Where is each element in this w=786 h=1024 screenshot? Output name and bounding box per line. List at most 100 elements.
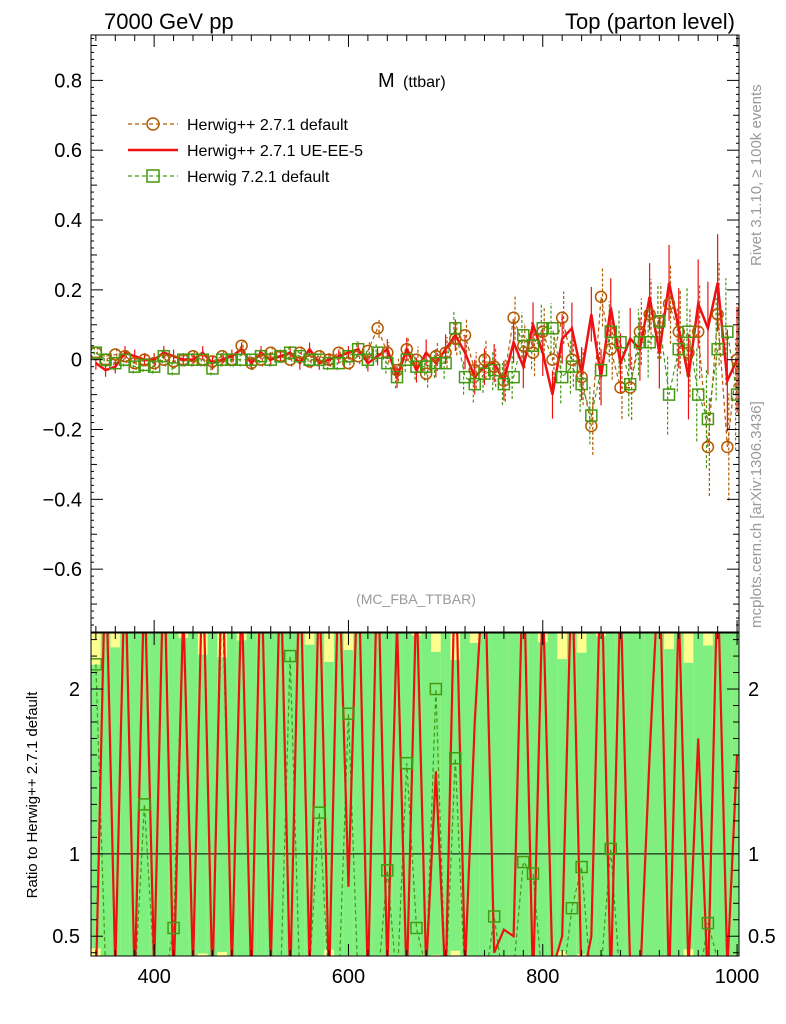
legend-label-herwig7: Herwig 7.2.1 default — [187, 169, 330, 186]
side-label-rivet: Rivet 3.1.10, ≥ 100k events — [748, 84, 765, 266]
y-tick-label-lower-right-1: 1 — [748, 844, 759, 866]
point-herwig7-56 — [633, 335, 647, 349]
point-herwig7-64 — [711, 342, 724, 356]
point-herwig-default-52 — [594, 290, 608, 304]
band-inner-28 — [363, 633, 374, 956]
point-herwig-default-27 — [351, 349, 365, 363]
band-inner-12 — [207, 633, 218, 956]
y-tick-label-lower-left-1: 1 — [69, 844, 80, 866]
point-herwig7-12 — [206, 362, 219, 375]
ratio-point-herwig7-32 — [400, 756, 413, 770]
point-herwig7-47 — [546, 322, 559, 335]
point-herwig7-26 — [342, 349, 355, 363]
ratio-uncertainty-band — [91, 633, 739, 956]
point-herwig7-65 — [721, 325, 734, 339]
band-inner-22 — [304, 644, 315, 956]
y-tick-label-upper-3: 0 — [71, 350, 82, 372]
point-herwig7-36 — [439, 356, 452, 370]
point-herwig-default-31 — [390, 363, 404, 377]
band-inner-17 — [256, 633, 267, 956]
band-inner-51 — [586, 633, 597, 956]
band-inner-26 — [343, 650, 354, 956]
point-herwig-default-38 — [458, 328, 472, 342]
ratio-point-herwig7-33 — [410, 921, 423, 935]
band-inner-6 — [149, 633, 160, 956]
point-herwig-default-62 — [691, 325, 705, 339]
point-herwig7-62 — [691, 388, 705, 401]
point-herwig-default-8 — [167, 355, 180, 368]
ratio-point-herwig7-20 — [283, 649, 297, 663]
band-inner-52 — [596, 636, 607, 956]
axes-ticks: 400 600 800 1000 −0.6 −0.4 −0.2 0 0.2 0.4 0.6 0.8 0.… — [43, 35, 776, 988]
band-inner-46 — [537, 642, 549, 956]
point-herwig7-66 — [730, 388, 739, 401]
band-inner-45 — [528, 633, 539, 956]
band-inner-34 — [421, 633, 432, 956]
band-inner-42 — [499, 633, 510, 956]
band-inner-24 — [324, 661, 335, 950]
y-tick-label-upper-7: 0.8 — [54, 70, 82, 92]
point-herwig7-0 — [91, 346, 103, 359]
band-inner-47 — [547, 633, 558, 956]
band-inner-61 — [683, 662, 694, 950]
ratio-point-herwig7-35 — [429, 682, 443, 696]
point-herwig-default-53 — [604, 342, 618, 356]
x-tick-label-400: 400 — [137, 966, 170, 988]
ratio-point-herwig7-30 — [381, 864, 394, 877]
ratio-point-herwig7-49 — [565, 901, 579, 915]
point-herwig-default-65 — [721, 440, 734, 454]
band-inner-53 — [605, 633, 617, 956]
point-herwig-default-47 — [546, 353, 559, 366]
y-tick-label-lower-right-0: 0.5 — [748, 926, 776, 948]
band-inner-62 — [693, 633, 704, 956]
point-herwig7-54 — [614, 335, 627, 349]
point-herwig-default-15 — [235, 339, 248, 352]
point-herwig7-41 — [487, 363, 501, 377]
point-herwig-default-59 — [662, 297, 676, 311]
band-inner-23 — [314, 633, 325, 956]
point-herwig7-28 — [361, 353, 375, 366]
band-inner-65 — [722, 633, 733, 956]
point-herwig-default-48 — [555, 311, 569, 325]
point-herwig7-49 — [565, 360, 579, 373]
point-herwig7-61 — [682, 325, 695, 339]
band-inner-0 — [91, 664, 102, 949]
legend-label-herwig-default: Herwig++ 2.7.1 default — [187, 117, 349, 134]
legend: Herwig++ 2.7.1 default Herwig++ 2.7.1 UE… — [128, 117, 363, 186]
ratio-point-herwig7-53 — [604, 842, 618, 856]
point-herwig7-35 — [429, 356, 443, 370]
point-herwig7-25 — [332, 356, 345, 370]
point-herwig7-31 — [390, 370, 404, 384]
y-tick-label-upper-6: 0.6 — [54, 140, 82, 162]
analysis-label: (MC_FBA_TTBAR) — [356, 591, 476, 607]
point-herwig7-5 — [138, 358, 151, 372]
band-inner-14 — [227, 633, 238, 956]
ratio-point-herwig7-63 — [701, 916, 715, 930]
x-tick-label-1000: 1000 — [715, 966, 760, 988]
band-inner-50 — [576, 652, 587, 955]
point-herwig-default-20 — [283, 353, 297, 366]
band-inner-2 — [110, 647, 121, 956]
legend-label-herwig-ue-ee-5: Herwig++ 2.7.1 UE-EE-5 — [187, 143, 363, 160]
header-left: 7000 GeV pp — [104, 9, 234, 34]
band-inner-60 — [673, 633, 685, 956]
band-inner-36 — [440, 633, 451, 956]
point-herwig7-37 — [449, 322, 462, 335]
y-tick-label-lower-right-2: 2 — [748, 679, 759, 701]
point-herwig7-52 — [594, 363, 608, 377]
band-inner-27 — [353, 633, 364, 956]
ratio-point-herwig7-8 — [167, 921, 180, 935]
band-inner-30 — [382, 633, 393, 956]
band-inner-33 — [411, 635, 422, 956]
ratio-point-herwig7-37 — [449, 751, 462, 765]
ratio-point-herwig7-26 — [342, 707, 355, 720]
band-inner-35 — [431, 651, 442, 955]
point-herwig7-58 — [653, 315, 666, 328]
ratio-point-herwig7-0 — [91, 658, 103, 671]
point-herwig7-48 — [555, 370, 569, 384]
ratio-point-herwig7-45 — [526, 867, 540, 880]
point-herwig7-6 — [147, 360, 161, 373]
band-inner-44 — [518, 633, 529, 956]
band-inner-48 — [557, 659, 568, 952]
point-herwig-default-39 — [468, 363, 481, 377]
